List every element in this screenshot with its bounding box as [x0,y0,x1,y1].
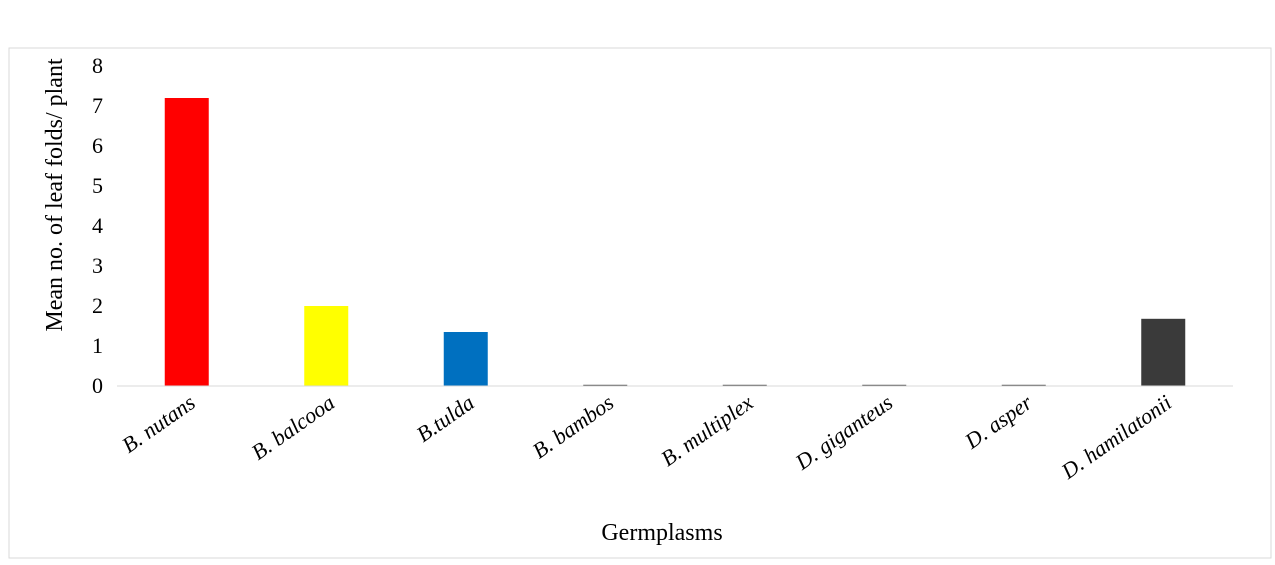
y-axis-title: Mean no. of leaf folds/ plant [42,58,68,332]
y-tick-label: 5 [92,173,103,198]
x-axis-title: Germplasms [601,520,722,546]
bar [304,306,349,386]
y-tick-label: 1 [92,333,103,358]
bar [583,384,628,386]
y-tick-label: 3 [92,253,103,278]
bar [164,98,209,386]
bar [1141,318,1186,386]
bar-series [164,98,1186,386]
chart-frame [8,47,1272,559]
y-tick-label: 7 [92,93,103,118]
bar [443,332,488,386]
y-tick-label: 6 [92,133,103,158]
y-tick-label: 4 [92,213,103,238]
bar [1001,384,1046,386]
bar [722,384,767,386]
y-tick-label: 2 [92,293,103,318]
y-axis-ticks: 0 1 2 3 4 5 6 7 8 [92,53,103,398]
y-tick-label: 0 [92,373,103,398]
y-tick-label: 8 [92,53,103,78]
bar [862,384,907,386]
